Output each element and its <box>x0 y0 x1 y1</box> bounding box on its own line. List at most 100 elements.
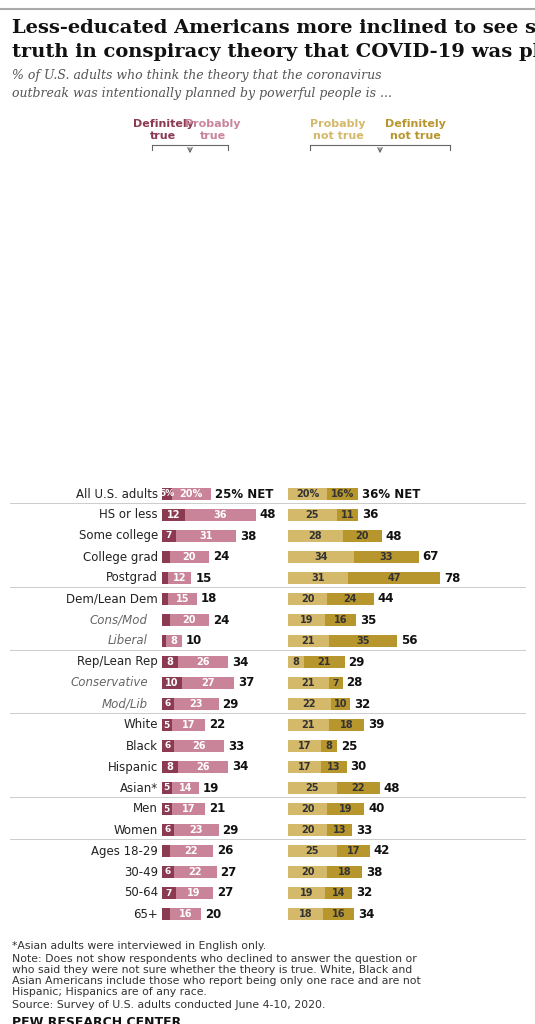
Text: 67: 67 <box>423 551 439 563</box>
Text: 28: 28 <box>347 677 363 689</box>
Bar <box>288 740 321 752</box>
Bar <box>175 530 236 542</box>
Text: 18: 18 <box>299 909 312 919</box>
Bar <box>162 698 174 710</box>
Text: 19: 19 <box>339 804 352 814</box>
Bar <box>162 509 186 521</box>
Text: 32: 32 <box>356 887 372 899</box>
Bar <box>327 803 364 815</box>
Text: 7: 7 <box>333 679 339 687</box>
Text: 31: 31 <box>199 531 212 541</box>
Text: Mod/Lib: Mod/Lib <box>102 697 148 711</box>
Bar <box>288 635 329 647</box>
Text: 21: 21 <box>209 803 225 815</box>
Text: 26: 26 <box>192 741 206 751</box>
Bar <box>327 866 362 878</box>
Bar <box>162 677 181 689</box>
Bar <box>329 677 342 689</box>
Bar <box>168 572 191 584</box>
Text: 36: 36 <box>214 510 227 520</box>
Text: 6: 6 <box>165 825 171 835</box>
Text: 20: 20 <box>205 907 221 921</box>
Text: 40: 40 <box>368 803 385 815</box>
Bar <box>288 614 325 626</box>
Text: 32: 32 <box>354 697 371 711</box>
Text: 35: 35 <box>360 613 377 627</box>
Text: 20: 20 <box>301 867 314 877</box>
Bar <box>162 908 170 920</box>
Bar <box>166 635 181 647</box>
Bar <box>175 887 213 899</box>
Text: 21: 21 <box>302 720 315 730</box>
Text: 8: 8 <box>166 762 173 772</box>
Text: 36% NET: 36% NET <box>362 487 421 501</box>
Text: Hispanic; Hispanics are of any race.: Hispanic; Hispanics are of any race. <box>12 987 207 997</box>
Bar <box>288 803 327 815</box>
Text: 16: 16 <box>334 615 347 625</box>
Text: 29: 29 <box>348 655 365 669</box>
Text: 16: 16 <box>332 909 346 919</box>
Text: 17: 17 <box>298 741 311 751</box>
Text: 37: 37 <box>238 677 255 689</box>
Text: 6: 6 <box>165 867 171 877</box>
Text: 16: 16 <box>179 909 192 919</box>
Bar <box>162 488 172 500</box>
Text: 25% NET: 25% NET <box>215 487 273 501</box>
Text: 20%: 20% <box>296 489 319 499</box>
Text: 8: 8 <box>170 636 177 646</box>
Text: 24: 24 <box>213 551 229 563</box>
Text: 34: 34 <box>315 552 328 562</box>
Text: 22: 22 <box>185 846 198 856</box>
Text: Liberal: Liberal <box>108 635 148 647</box>
Text: 22: 22 <box>188 867 202 877</box>
Bar <box>178 656 228 668</box>
Bar <box>162 572 168 584</box>
Bar <box>162 719 172 731</box>
Text: 24: 24 <box>213 613 229 627</box>
Text: 25: 25 <box>341 739 357 753</box>
Text: 29: 29 <box>223 823 239 837</box>
Bar <box>288 551 354 563</box>
Bar <box>288 656 303 668</box>
Text: 16%: 16% <box>331 489 354 499</box>
Text: 33: 33 <box>356 823 372 837</box>
Text: 30: 30 <box>350 761 367 773</box>
Text: 33: 33 <box>228 739 244 753</box>
Text: 27: 27 <box>220 865 237 879</box>
Text: Asian Americans include those who report being only one race and are not: Asian Americans include those who report… <box>12 976 421 986</box>
Text: 47: 47 <box>387 573 401 583</box>
Bar <box>337 845 370 857</box>
Bar <box>327 824 353 836</box>
Text: 22: 22 <box>351 783 365 793</box>
Bar <box>172 719 205 731</box>
Text: Men: Men <box>133 803 158 815</box>
Text: 8: 8 <box>325 741 332 751</box>
Text: 22: 22 <box>209 719 225 731</box>
Text: *Asian adults were interviewed in English only.: *Asian adults were interviewed in Englis… <box>12 941 266 951</box>
Bar <box>327 488 358 500</box>
Text: 48: 48 <box>384 781 400 795</box>
Text: 18: 18 <box>201 593 217 605</box>
Text: 10: 10 <box>186 635 202 647</box>
Text: 20: 20 <box>182 615 196 625</box>
Text: 50-64: 50-64 <box>124 887 158 899</box>
Text: 24: 24 <box>343 594 357 604</box>
Text: 19: 19 <box>187 888 201 898</box>
Text: 12: 12 <box>173 573 186 583</box>
Bar <box>288 509 337 521</box>
Text: 31: 31 <box>311 573 325 583</box>
Text: 17: 17 <box>347 846 360 856</box>
Text: 13: 13 <box>333 825 347 835</box>
Bar <box>174 740 224 752</box>
Text: 35: 35 <box>356 636 370 646</box>
Text: 44: 44 <box>378 593 394 605</box>
Text: 22: 22 <box>303 699 316 709</box>
Text: Definitely
not true: Definitely not true <box>385 119 446 141</box>
Text: Note: Does not show respondents who declined to answer the question or: Note: Does not show respondents who decl… <box>12 954 417 964</box>
Text: HS or less: HS or less <box>100 509 158 521</box>
Text: 5: 5 <box>164 805 170 813</box>
Bar <box>337 509 358 521</box>
Text: 19: 19 <box>203 781 219 795</box>
Text: 15: 15 <box>195 571 212 585</box>
Bar <box>172 803 205 815</box>
